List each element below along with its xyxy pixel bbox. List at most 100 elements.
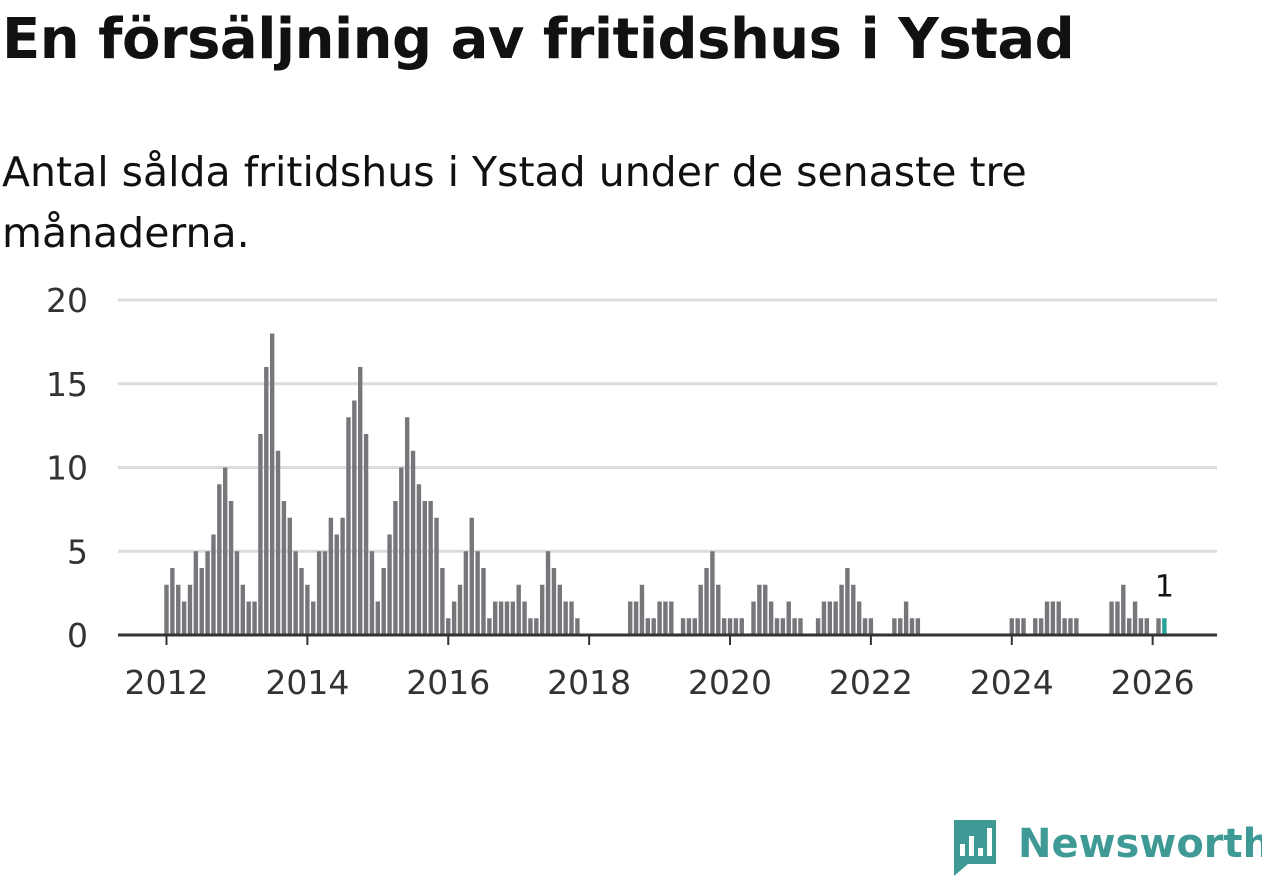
bar <box>639 584 645 635</box>
bar <box>1138 618 1144 635</box>
bar <box>211 534 216 635</box>
bar <box>404 417 410 635</box>
bar <box>1033 618 1038 635</box>
bar <box>322 551 328 635</box>
bar <box>686 618 692 635</box>
x-tick-label: 2016 <box>406 663 490 702</box>
bar <box>792 618 797 635</box>
bar <box>839 584 844 635</box>
bar <box>522 601 527 635</box>
bar <box>217 484 222 635</box>
bar <box>434 517 439 635</box>
newsworthy-logo: Newsworthy <box>950 818 1262 878</box>
bar <box>551 568 557 635</box>
bar <box>428 501 433 635</box>
bar <box>375 601 381 635</box>
bar <box>1056 601 1061 635</box>
bar <box>569 601 574 635</box>
bar <box>645 618 651 635</box>
bar <box>1068 618 1073 635</box>
bar <box>716 584 721 635</box>
bar <box>498 601 504 635</box>
bar <box>352 400 357 635</box>
bar <box>739 618 744 635</box>
bar <box>334 534 339 635</box>
bar <box>851 584 856 635</box>
bar <box>393 501 398 635</box>
x-tick-label: 2022 <box>829 663 913 702</box>
bar <box>786 601 791 635</box>
x-tick-label: 2012 <box>125 663 209 702</box>
bar <box>346 417 351 635</box>
chart-subtitle: Antal sålda fritidshus i Ystad under de … <box>2 148 1027 257</box>
bar <box>252 601 257 635</box>
bar <box>528 618 533 635</box>
bar <box>399 467 404 635</box>
bar <box>228 501 234 635</box>
bar <box>363 434 369 635</box>
bar <box>757 584 762 635</box>
bar <box>1121 584 1126 635</box>
bar <box>164 584 169 635</box>
bar <box>493 601 498 635</box>
bar <box>387 534 392 635</box>
bar <box>446 618 451 635</box>
grid-lines <box>118 298 1217 553</box>
bars <box>164 333 1167 635</box>
bar <box>575 618 580 635</box>
bar <box>539 584 545 635</box>
bar <box>170 568 175 635</box>
bar <box>504 601 510 635</box>
bar <box>651 618 656 635</box>
x-tick-label: 2020 <box>688 663 772 702</box>
bar <box>258 434 263 635</box>
bar <box>316 551 322 635</box>
bar-highlight <box>1162 618 1167 635</box>
bar <box>845 568 850 635</box>
bar <box>510 601 516 635</box>
bar <box>281 501 287 635</box>
brand-name: Newsworthy <box>1018 821 1262 867</box>
bar <box>909 618 915 635</box>
bar <box>475 551 480 635</box>
bar <box>410 450 416 635</box>
bar <box>704 568 709 635</box>
bar-chart: 0 5 10 15 20 2012 2014 2016 2018 2020 2022 2024 202… <box>46 281 1217 702</box>
bar <box>862 618 868 635</box>
x-tick-label: 2026 <box>1111 663 1195 702</box>
bar <box>680 618 686 635</box>
y-tick-label: 10 <box>46 449 88 488</box>
bar <box>1126 618 1132 635</box>
bar <box>663 601 668 635</box>
bar <box>1050 601 1056 635</box>
bar <box>451 601 457 635</box>
bar <box>721 618 727 635</box>
bar <box>487 618 492 635</box>
bar <box>633 601 639 635</box>
bar <box>774 618 780 635</box>
bar <box>856 601 862 635</box>
bar <box>299 568 304 635</box>
bar <box>557 584 562 635</box>
bar <box>481 568 486 635</box>
bar <box>205 551 210 635</box>
y-tick-label: 15 <box>46 365 88 404</box>
y-tick-label: 20 <box>46 281 88 320</box>
bar <box>563 601 568 635</box>
bar <box>892 618 897 635</box>
annotations: 1 <box>1155 569 1174 604</box>
bar <box>798 618 803 635</box>
bar <box>264 367 269 635</box>
bar <box>1015 618 1020 635</box>
bar <box>187 584 193 635</box>
bar <box>898 618 903 635</box>
bar <box>1144 618 1149 635</box>
bar <box>287 517 292 635</box>
bar <box>1038 618 1044 635</box>
bar <box>293 551 298 635</box>
bar <box>915 618 921 635</box>
bar <box>1156 618 1161 635</box>
highlight-value-label: 1 <box>1155 569 1174 604</box>
bar <box>692 618 697 635</box>
bar <box>193 551 199 635</box>
